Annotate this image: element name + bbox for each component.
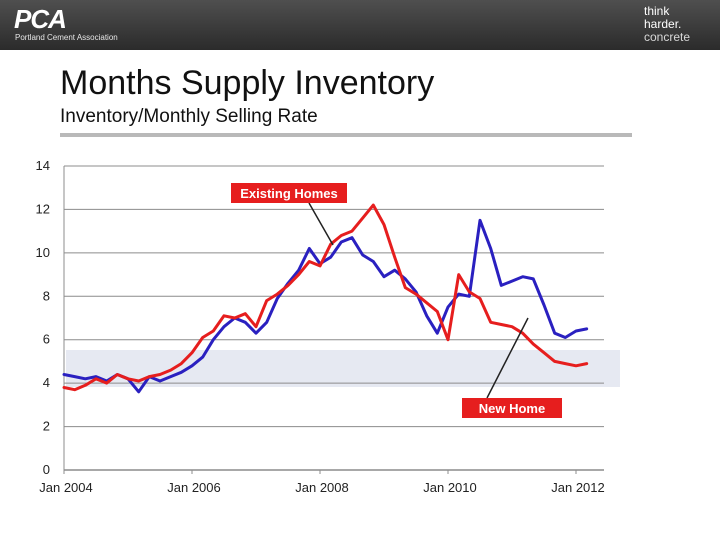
logo-line-1: think xyxy=(644,4,670,18)
page-title: Months Supply Inventory xyxy=(60,64,435,102)
y-tick-label: 8 xyxy=(43,288,50,303)
new-home-callout-label: New Home xyxy=(479,401,545,416)
pca-logo-subtitle: Portland Cement Association xyxy=(15,33,118,42)
x-tick-label: Jan 2012 xyxy=(551,480,605,495)
y-tick-label: 0 xyxy=(43,462,50,477)
y-tick-label: 4 xyxy=(43,375,50,390)
title-divider xyxy=(60,133,632,137)
new-home-series-line xyxy=(62,203,589,392)
header-bar: PCA Portland Cement Association think ha… xyxy=(0,0,720,50)
x-tick-label: Jan 2004 xyxy=(39,480,93,495)
existing-homes-callout-label: Existing Homes xyxy=(240,186,338,201)
logo-line-3: concrete xyxy=(644,30,691,44)
x-tick-label: Jan 2006 xyxy=(167,480,221,495)
pca-logo: PCA xyxy=(14,4,67,34)
logo-line-2: harder. xyxy=(644,17,682,31)
page-subtitle: Inventory/Monthly Selling Rate xyxy=(60,106,318,127)
highlight-band xyxy=(66,350,620,387)
y-tick-label: 14 xyxy=(36,158,50,173)
y-tick-label: 2 xyxy=(43,419,50,434)
y-tick-label: 10 xyxy=(36,245,50,260)
think-harder-concrete-logo: think harder. concrete xyxy=(644,5,708,44)
new-home-callout-box xyxy=(462,398,562,418)
x-tick-label: Jan 2008 xyxy=(295,480,349,495)
existing-homes-callout-leader xyxy=(308,202,334,246)
new-home-callout-leader xyxy=(486,317,529,399)
x-tick-label: Jan 2010 xyxy=(423,480,477,495)
existing-homes-callout-box xyxy=(231,183,347,203)
y-tick-label: 6 xyxy=(43,332,50,347)
y-tick-label: 12 xyxy=(36,201,50,216)
